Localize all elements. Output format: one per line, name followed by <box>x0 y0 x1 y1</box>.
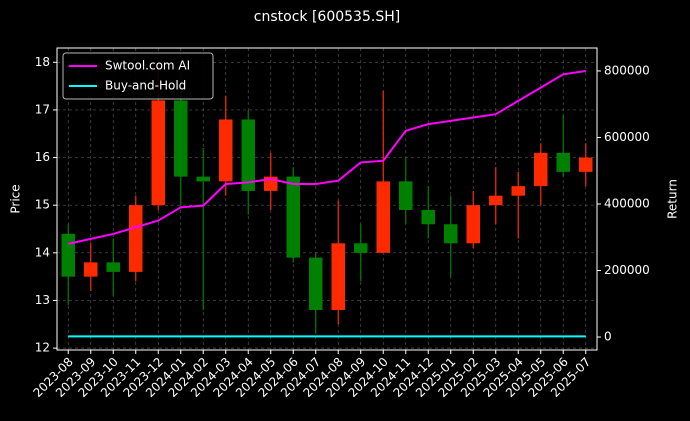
legend-label: Buy-and-Hold <box>105 79 186 93</box>
y-axis-label: Price <box>9 184 23 213</box>
candle-body <box>466 205 480 244</box>
chart-title: cnstock [600535.SH] <box>254 9 400 25</box>
candle-body <box>354 243 368 253</box>
candle-body <box>534 152 548 187</box>
candle-body <box>196 176 210 182</box>
candle-body <box>286 176 300 258</box>
y-tick-label: 12 <box>35 341 50 355</box>
y-tick-label: 15 <box>35 198 50 212</box>
candle-body <box>511 186 525 196</box>
legend-box <box>62 52 214 100</box>
candle-body <box>84 262 98 277</box>
y-tick-label: 17 <box>35 102 50 116</box>
candle-body <box>399 181 413 210</box>
candle-body <box>219 119 233 182</box>
candle-body <box>579 157 593 172</box>
candle-body <box>129 205 143 272</box>
y-tick-label: 14 <box>35 245 50 259</box>
legend-label: Swtool.com AI <box>105 59 190 73</box>
candle-body <box>106 262 120 272</box>
candle-body <box>331 243 345 310</box>
candle-body <box>421 209 435 225</box>
candle-body <box>174 100 188 177</box>
candle-body <box>309 257 323 310</box>
candle-body <box>151 100 165 206</box>
y2-tick-label: 0 <box>604 330 612 344</box>
candle-body <box>489 195 503 206</box>
candle-body <box>444 224 458 244</box>
y2-tick-label: 200000 <box>604 263 650 277</box>
candle-body <box>61 233 75 277</box>
y2-tick-label: 600000 <box>604 130 650 144</box>
y2-tick-label: 800000 <box>604 63 650 77</box>
y-tick-label: 16 <box>35 150 50 164</box>
candle-body <box>241 119 255 191</box>
y2-axis-label: Return <box>666 179 680 219</box>
y2-tick-label: 400000 <box>604 196 650 210</box>
y-tick-label: 13 <box>35 293 50 307</box>
plot-frame <box>56 47 598 351</box>
y-tick-label: 18 <box>35 55 50 69</box>
series-line <box>68 69 586 245</box>
candle-body <box>376 181 390 253</box>
candle-body <box>556 152 570 172</box>
